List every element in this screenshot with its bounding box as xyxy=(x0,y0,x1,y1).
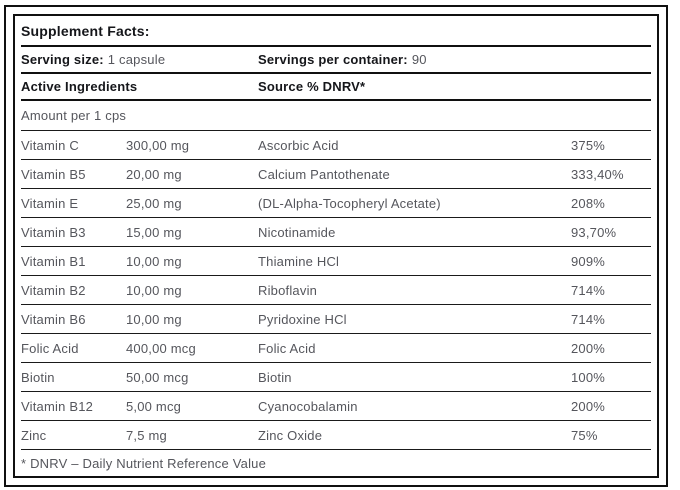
serving-size: Serving size: 1 capsule xyxy=(21,51,258,69)
ingredient-source: Pyridoxine HCl xyxy=(258,311,347,327)
ingredient-name: Folic Acid xyxy=(21,340,79,356)
label-outer-border: Supplement Facts: Serving size: 1 capsule… xyxy=(4,5,668,487)
ingredient-row: Vitamin E 25,00 mg (DL-Alpha-Tocopheryl … xyxy=(21,189,651,218)
ingredient-name: Vitamin B5 xyxy=(21,166,86,182)
ingredient-dnrv: 200% xyxy=(571,398,606,414)
ingredient-row: Vitamin C 300,00 mg Ascorbic Acid 375% xyxy=(21,131,651,160)
ingredient-dnrv: 75% xyxy=(571,427,598,443)
footnote-row: * DNRV – Daily Nutrient Reference Value xyxy=(21,450,651,476)
ingredient-row: Vitamin B1 10,00 mg Thiamine HCl 909% xyxy=(21,247,651,276)
ingredient-source: Calcium Pantothenate xyxy=(258,166,390,182)
ingredient-dnrv: 200% xyxy=(571,340,606,356)
panel-title: Supplement Facts: xyxy=(21,22,150,39)
ingredient-name: Vitamin B6 xyxy=(21,311,86,327)
ingredient-dnrv: 208% xyxy=(571,195,606,211)
column-headers-row: Active Ingredients Source % DNRV* xyxy=(21,74,651,101)
servings-per-container-value: 90 xyxy=(411,51,427,67)
ingredient-name: Vitamin B1 xyxy=(21,253,86,269)
dnrv-footnote: * DNRV – Daily Nutrient Reference Value xyxy=(21,455,267,471)
ingredient-amount: 25,00 mg xyxy=(126,195,182,211)
servings-per-container-label: Servings per container: xyxy=(258,51,408,67)
ingredient-dnrv: 100% xyxy=(571,369,606,385)
ingredient-amount: 5,00 mcg xyxy=(126,398,182,414)
ingredient-name: Zinc xyxy=(21,427,47,443)
ingredient-row: Biotin 50,00 mcg Biotin 100% xyxy=(21,363,651,392)
ingredient-amount: 20,00 mg xyxy=(126,166,182,182)
ingredient-row: Vitamin B2 10,00 mg Riboflavin 714% xyxy=(21,276,651,305)
ingredient-source: Cyanocobalamin xyxy=(258,398,358,414)
ingredient-amount: 300,00 mg xyxy=(126,137,190,153)
ingredient-source: Biotin xyxy=(258,369,292,385)
ingredient-row: Vitamin B5 20,00 mg Calcium Pantothenate… xyxy=(21,160,651,189)
ingredient-name: Biotin xyxy=(21,369,55,385)
ingredient-name: Vitamin B12 xyxy=(21,398,94,414)
column-header-source-dnrv: Source % DNRV* xyxy=(258,79,366,94)
ingredient-amount: 10,00 mg xyxy=(126,311,182,327)
ingredient-dnrv: 714% xyxy=(571,311,606,327)
ingredient-row: Vitamin B3 15,00 mg Nicotinamide 93,70% xyxy=(21,218,651,247)
ingredient-name: Vitamin C xyxy=(21,137,79,153)
ingredient-dnrv: 333,40% xyxy=(571,166,624,182)
column-header-active-ingredients: Active Ingredients xyxy=(21,79,138,94)
ingredient-amount: 400,00 mcg xyxy=(126,340,196,356)
amount-per-serving-row: Amount per 1 cps xyxy=(21,101,651,131)
title-row: Supplement Facts: xyxy=(21,16,651,47)
ingredient-dnrv: 909% xyxy=(571,253,606,269)
supplement-facts-panel: Supplement Facts: Serving size: 1 capsule… xyxy=(13,14,659,478)
ingredient-amount: 10,00 mg xyxy=(126,253,182,269)
ingredient-source: Zinc Oxide xyxy=(258,427,323,443)
ingredient-dnrv: 714% xyxy=(571,282,606,298)
ingredient-table: Vitamin C 300,00 mg Ascorbic Acid 375% V… xyxy=(21,131,651,450)
ingredient-source: Riboflavin xyxy=(258,282,318,298)
ingredient-source: Nicotinamide xyxy=(258,224,336,240)
servings-per-container: Servings per container: 90 xyxy=(258,51,651,69)
ingredient-name: Vitamin B2 xyxy=(21,282,86,298)
ingredient-amount: 7,5 mg xyxy=(126,427,167,443)
amount-per-serving-label: Amount per 1 cps xyxy=(21,108,127,123)
ingredient-row: Zinc 7,5 mg Zinc Oxide 75% xyxy=(21,421,651,450)
serving-info-row: Serving size: 1 capsule Servings per cont… xyxy=(21,47,651,74)
ingredient-source: Thiamine HCl xyxy=(258,253,340,269)
ingredient-row: Vitamin B6 10,00 mg Pyridoxine HCl 714% xyxy=(21,305,651,334)
ingredient-row: Vitamin B12 5,00 mcg Cyanocobalamin 200% xyxy=(21,392,651,421)
ingredient-amount: 50,00 mcg xyxy=(126,369,189,385)
ingredient-name: Vitamin B3 xyxy=(21,224,86,240)
ingredient-dnrv: 375% xyxy=(571,137,606,153)
serving-size-value: 1 capsule xyxy=(107,51,166,67)
ingredient-dnrv: 93,70% xyxy=(571,224,617,240)
ingredient-source: Folic Acid xyxy=(258,340,316,356)
ingredient-amount: 10,00 mg xyxy=(126,282,182,298)
ingredient-row: Folic Acid 400,00 mcg Folic Acid 200% xyxy=(21,334,651,363)
ingredient-amount: 15,00 mg xyxy=(126,224,182,240)
ingredient-name: Vitamin E xyxy=(21,195,79,211)
serving-size-label: Serving size: xyxy=(21,51,104,67)
ingredient-source: (DL-Alpha-Tocopheryl Acetate) xyxy=(258,195,441,211)
ingredient-source: Ascorbic Acid xyxy=(258,137,339,153)
